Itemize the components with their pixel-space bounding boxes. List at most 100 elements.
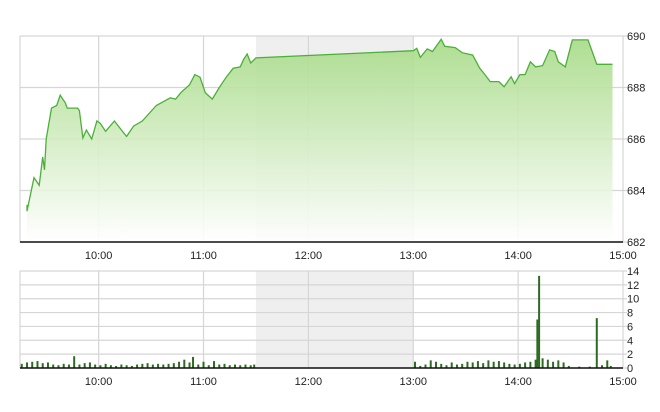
volume-bar — [503, 362, 506, 368]
volume-bar — [183, 359, 186, 368]
price-line — [26, 38, 613, 212]
y-tick-label: 684 — [627, 186, 645, 198]
volume-bar — [233, 364, 236, 368]
volume-bar — [524, 362, 527, 368]
volume-bar — [424, 364, 427, 368]
volume-bar — [497, 361, 500, 368]
volume-bar — [52, 364, 55, 368]
volume-bar — [529, 361, 532, 368]
volume-bar — [557, 360, 560, 368]
volume-bar — [73, 356, 76, 368]
y-tick-label: 2 — [627, 349, 633, 361]
volume-bar — [67, 364, 70, 368]
volume-bar — [41, 363, 44, 368]
volume-bar — [57, 365, 60, 368]
volume-bar — [20, 363, 23, 368]
price-panel: 682 684 686 688 690 10:00 11:00 12:00 13:00 14:00… — [19, 31, 645, 262]
y-tick-label: 0 — [627, 363, 633, 375]
x-tick-label: 13:00 — [399, 250, 427, 262]
volume-bar — [487, 360, 490, 368]
volume-bar — [120, 364, 123, 368]
volume-bar — [46, 362, 49, 368]
volume-bar — [172, 363, 175, 368]
volume-bar — [83, 363, 86, 368]
x-tick-label: 14:00 — [504, 250, 532, 262]
volume-bar — [546, 359, 549, 368]
volume-bar — [125, 365, 128, 368]
x-tick-label: 11:00 — [190, 250, 217, 262]
x-tick-label: 15:00 — [609, 250, 637, 262]
volume-bar — [429, 360, 432, 368]
volume-bar — [25, 362, 28, 368]
volume-bar — [36, 361, 39, 368]
price-area — [27, 39, 613, 242]
volume-bar — [445, 365, 448, 368]
volume-bar — [228, 365, 231, 368]
x-tick-label: 12:00 — [295, 250, 323, 262]
volume-bar — [197, 364, 200, 368]
x-tick-label: 15:00 — [609, 376, 637, 388]
volume-bar — [192, 356, 195, 368]
volume-bar — [157, 363, 160, 368]
y-tick-label: 14 — [627, 266, 639, 278]
y-tick-label: 8 — [627, 308, 633, 320]
volume-bar — [130, 365, 133, 368]
volume-bar — [471, 362, 474, 368]
volume-bar — [461, 363, 464, 368]
volume-bar — [541, 358, 544, 368]
volume-bar — [567, 365, 570, 368]
volume-bar — [88, 362, 91, 368]
volume-bar — [249, 365, 252, 368]
volume-bar — [609, 365, 612, 368]
y-tick-label: 12 — [627, 280, 639, 292]
volume-bar — [508, 363, 511, 368]
volume-bar — [188, 362, 191, 368]
volume-bar — [466, 361, 469, 368]
volume-bar — [239, 365, 242, 368]
volume-panel: 0 2 4 68 10 12 14 10:00 11:00 12:00 13:00 14:00 15:0… — [19, 266, 639, 388]
volume-bar — [492, 361, 495, 368]
x-tick-label: 12:00 — [295, 376, 323, 388]
y-tick-label: 4 — [627, 335, 633, 347]
volume-bar — [552, 361, 555, 368]
volume-bar — [595, 318, 598, 368]
volume-bar — [151, 364, 154, 368]
volume-bar — [244, 364, 247, 368]
volume-bar — [562, 362, 565, 368]
volume-bar — [518, 363, 521, 368]
volume-bar — [476, 361, 479, 368]
volume-bar — [534, 359, 537, 368]
volume-bar — [104, 363, 107, 368]
x-tick-label: 14:00 — [504, 376, 532, 388]
y-tick-label: 10 — [627, 294, 639, 306]
y-tick-label: 682 — [627, 237, 645, 249]
volume-bar — [167, 363, 170, 368]
volume-bar — [115, 365, 118, 368]
volume-bar — [213, 361, 216, 368]
volume-bar — [455, 364, 458, 368]
volume-bar — [78, 364, 81, 368]
volume-bar — [136, 364, 139, 368]
volume-bar — [141, 363, 144, 368]
volume-bar — [538, 275, 541, 368]
volume-bar — [434, 361, 437, 368]
volume-bar — [207, 365, 210, 368]
lunch-break-shade — [255, 271, 414, 368]
volume-bar — [178, 361, 181, 368]
volume-bar — [253, 364, 256, 368]
volume-bar — [482, 363, 485, 368]
x-tick-label: 10:00 — [85, 376, 113, 388]
volume-bar — [62, 363, 65, 368]
volume-bar — [606, 360, 609, 368]
volume-bar — [513, 364, 516, 368]
y-tick-label: 686 — [627, 134, 645, 146]
volume-bar — [414, 361, 417, 368]
volume-bar — [223, 363, 226, 368]
volume-bar — [94, 364, 97, 368]
volume-bar — [536, 319, 539, 368]
volume-bar — [218, 364, 221, 368]
volume-bar — [202, 361, 205, 368]
volume-bar — [440, 363, 443, 368]
volume-bar — [146, 363, 149, 368]
